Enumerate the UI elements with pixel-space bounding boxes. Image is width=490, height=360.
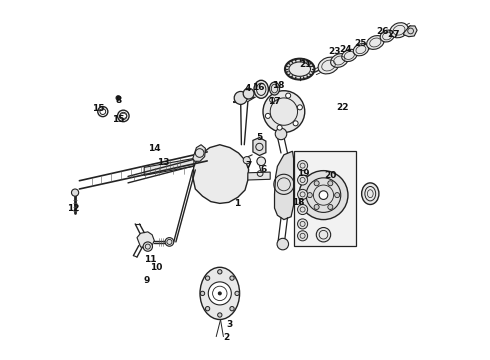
Circle shape [205, 276, 210, 280]
Circle shape [314, 181, 319, 186]
Text: 1: 1 [234, 199, 240, 208]
Text: 8: 8 [115, 96, 122, 105]
Circle shape [218, 313, 222, 317]
Text: 23: 23 [328, 46, 341, 55]
Circle shape [297, 204, 308, 215]
Text: 20: 20 [324, 171, 337, 180]
Ellipse shape [390, 23, 408, 38]
Circle shape [235, 291, 239, 296]
Text: 18: 18 [272, 81, 284, 90]
Circle shape [230, 276, 234, 280]
Circle shape [277, 238, 289, 250]
Circle shape [72, 189, 79, 196]
Text: 26: 26 [376, 27, 389, 36]
Ellipse shape [270, 82, 280, 95]
Text: 14: 14 [148, 144, 161, 153]
Ellipse shape [318, 57, 339, 74]
Circle shape [200, 291, 205, 296]
Ellipse shape [200, 267, 240, 320]
Polygon shape [137, 232, 154, 248]
Polygon shape [193, 145, 205, 161]
Ellipse shape [254, 80, 269, 98]
Text: 15: 15 [112, 115, 124, 124]
Ellipse shape [331, 54, 348, 67]
Circle shape [328, 181, 333, 186]
Text: 7: 7 [245, 161, 252, 170]
Circle shape [257, 157, 266, 166]
Text: 19: 19 [297, 169, 310, 178]
Text: 18: 18 [292, 198, 304, 207]
Text: 11: 11 [145, 255, 157, 264]
Text: 10: 10 [149, 263, 162, 271]
Circle shape [234, 91, 247, 104]
Circle shape [205, 306, 210, 311]
Circle shape [116, 96, 121, 100]
Polygon shape [253, 138, 266, 156]
Circle shape [263, 91, 305, 132]
Text: 6: 6 [261, 165, 267, 174]
Ellipse shape [285, 59, 315, 80]
Circle shape [307, 193, 312, 198]
Ellipse shape [342, 49, 357, 62]
Circle shape [297, 175, 308, 185]
Circle shape [328, 204, 333, 210]
Circle shape [335, 193, 340, 198]
Circle shape [277, 125, 282, 130]
Text: 22: 22 [337, 103, 349, 112]
Ellipse shape [380, 30, 394, 42]
Text: 9: 9 [144, 276, 150, 285]
Text: 27: 27 [387, 30, 400, 39]
Circle shape [297, 231, 308, 241]
Text: 21: 21 [299, 60, 312, 69]
Circle shape [143, 242, 152, 251]
Circle shape [218, 270, 222, 274]
Circle shape [266, 113, 270, 118]
Ellipse shape [367, 36, 384, 49]
Circle shape [219, 292, 221, 295]
Circle shape [297, 161, 308, 171]
Polygon shape [403, 26, 417, 37]
Text: 3: 3 [227, 320, 233, 329]
Polygon shape [274, 151, 294, 220]
Circle shape [286, 93, 291, 98]
Circle shape [208, 282, 231, 305]
Text: 17: 17 [268, 97, 281, 106]
Text: 24: 24 [339, 45, 351, 54]
Circle shape [275, 128, 287, 140]
Text: 4: 4 [245, 84, 251, 93]
Circle shape [297, 105, 302, 110]
Circle shape [165, 238, 174, 246]
Text: 5: 5 [256, 133, 263, 142]
Text: 2: 2 [223, 333, 229, 342]
Circle shape [297, 219, 308, 229]
Text: 25: 25 [355, 40, 367, 49]
Circle shape [230, 306, 234, 311]
Polygon shape [294, 151, 356, 246]
Polygon shape [144, 158, 194, 175]
Text: 12: 12 [67, 204, 79, 212]
Text: 13: 13 [157, 158, 169, 167]
Polygon shape [248, 172, 270, 180]
Circle shape [293, 121, 298, 126]
Circle shape [316, 228, 331, 242]
Circle shape [299, 171, 348, 220]
Text: 16: 16 [252, 83, 265, 91]
Circle shape [243, 157, 250, 164]
Ellipse shape [353, 44, 368, 56]
Polygon shape [193, 145, 248, 203]
Text: 15: 15 [92, 104, 104, 113]
Circle shape [270, 97, 275, 102]
Circle shape [297, 189, 308, 199]
Circle shape [319, 191, 328, 199]
Ellipse shape [362, 183, 379, 204]
Circle shape [314, 204, 319, 210]
Circle shape [243, 88, 254, 99]
